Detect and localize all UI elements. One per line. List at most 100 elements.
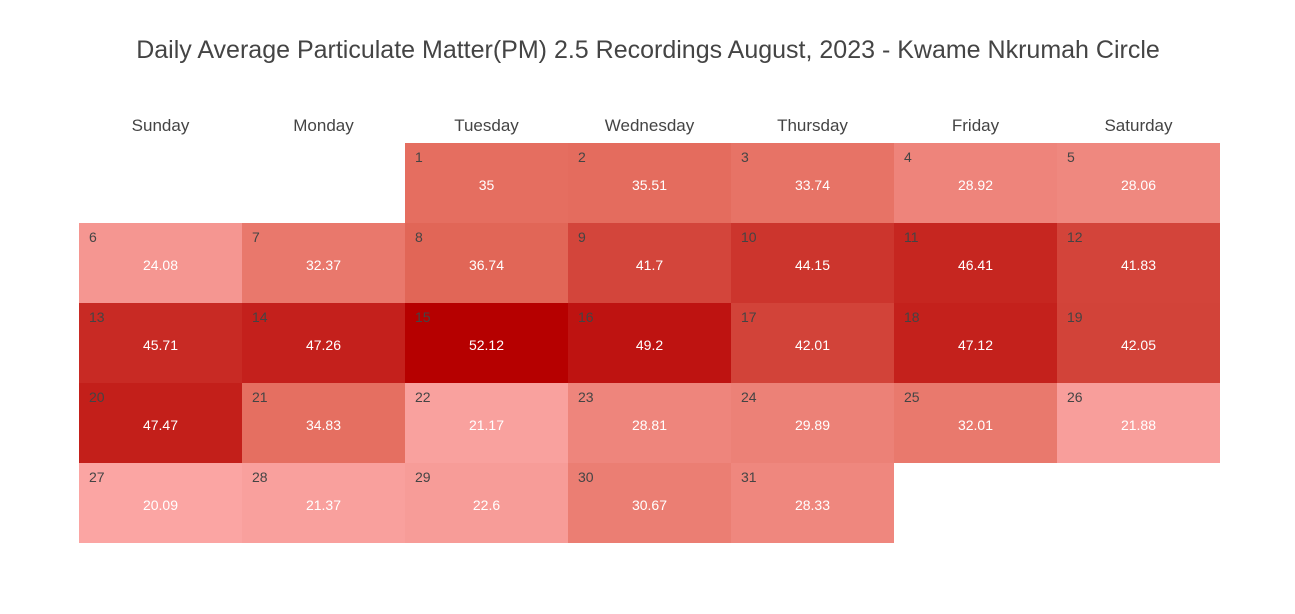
day-cell-9: 941.7: [568, 223, 731, 303]
calendar-grid: 135235.51333.74428.92528.06624.08732.378…: [79, 143, 1220, 543]
day-number-label: 5: [1067, 149, 1075, 165]
day-number-label: 11: [904, 229, 919, 245]
day-cell-15: 15 52.12: [405, 303, 568, 383]
day-number-label: 19: [1067, 309, 1083, 325]
pm25-value-label: 32.01: [958, 417, 993, 433]
pm25-value-label: 41.83: [1121, 257, 1156, 273]
pm25-value-label: 21.37: [306, 497, 341, 513]
day-number-label: 20: [89, 389, 105, 405]
day-cell-23: 23 28.81: [568, 383, 731, 463]
day-number-label: 29: [415, 469, 431, 485]
heat-cell: [405, 143, 568, 223]
day-cell-28: 28 21.37: [242, 463, 405, 543]
day-number-label: 17: [741, 309, 757, 325]
pm25-value-label: 41.7: [636, 257, 663, 273]
day-cell-19: 19 42.05: [1057, 303, 1220, 383]
day-number-label: 8: [415, 229, 423, 245]
pm25-value-label: 49.2: [636, 337, 663, 353]
day-cell-22: 22 21.17: [405, 383, 568, 463]
day-cell-11: 11 46.41: [894, 223, 1057, 303]
heat-cell: [731, 463, 894, 543]
heat-cell: [405, 463, 568, 543]
day-number-label: 28: [252, 469, 268, 485]
pm25-value-label: 28.06: [1121, 177, 1156, 193]
pm25-value-label: 34.83: [306, 417, 341, 433]
pm25-value-label: 28.33: [795, 497, 830, 513]
heat-cell: [1057, 143, 1220, 223]
day-number-label: 4: [904, 149, 912, 165]
heat-cell: [731, 383, 894, 463]
pm25-value-label: 47.26: [306, 337, 341, 353]
day-cell-16: 16 49.2: [568, 303, 731, 383]
day-number-label: 7: [252, 229, 260, 245]
pm25-value-label: 28.81: [632, 417, 667, 433]
day-number-label: 2: [578, 149, 586, 165]
heat-cell: [731, 223, 894, 303]
day-number-label: 22: [415, 389, 431, 405]
day-number-label: 3: [741, 149, 749, 165]
heat-cell: [731, 303, 894, 383]
day-cell-25: 25 32.01: [894, 383, 1057, 463]
day-cell-14: 14 47.26: [242, 303, 405, 383]
weekday-label-friday: Friday: [952, 116, 1000, 135]
day-cell-17: 17 42.01: [731, 303, 894, 383]
heat-cell: [894, 143, 1057, 223]
day-number-label: 26: [1067, 389, 1083, 405]
day-cell-4: 428.92: [894, 143, 1057, 223]
heat-cell: [79, 223, 242, 303]
heat-cell: [1057, 383, 1220, 463]
heat-cell: [568, 223, 731, 303]
heat-cell: [1057, 303, 1220, 383]
weekday-label-thursday: Thursday: [777, 116, 848, 135]
day-cell-30: 30 30.67: [568, 463, 731, 543]
day-cell-13: 13 45.71: [79, 303, 242, 383]
day-number-label: 18: [904, 309, 920, 325]
day-number-label: 15: [415, 309, 431, 325]
day-cell-7: 732.37: [242, 223, 405, 303]
day-number-label: 21: [252, 389, 268, 405]
day-cell-2: 235.51: [568, 143, 731, 223]
heat-cell: [405, 303, 568, 383]
heat-cell: [568, 303, 731, 383]
day-cell-12: 12 41.83: [1057, 223, 1220, 303]
pm25-value-label: 35.51: [632, 177, 667, 193]
pm25-value-label: 22.6: [473, 497, 500, 513]
heat-cell: [1057, 223, 1220, 303]
heat-cell: [894, 303, 1057, 383]
pm25-value-label: 44.15: [795, 257, 830, 273]
day-cell-10: 10 44.15: [731, 223, 894, 303]
heat-cell: [242, 463, 405, 543]
heat-cell: [242, 223, 405, 303]
weekday-label-sunday: Sunday: [132, 116, 190, 135]
pm25-value-label: 33.74: [795, 177, 830, 193]
day-number-label: 1: [415, 149, 423, 165]
pm25-value-label: 21.88: [1121, 417, 1156, 433]
pm25-value-label: 21.17: [469, 417, 504, 433]
day-cell-18: 18 47.12: [894, 303, 1057, 383]
pm25-value-label: 45.71: [143, 337, 178, 353]
weekday-label-wednesday: Wednesday: [605, 116, 695, 135]
pm25-value-label: 35: [479, 177, 495, 193]
pm25-value-label: 52.12: [469, 337, 504, 353]
day-number-label: 13: [89, 309, 105, 325]
day-number-label: 16: [578, 309, 594, 325]
heat-cell: [568, 383, 731, 463]
heat-cell: [405, 383, 568, 463]
pm25-value-label: 30.67: [632, 497, 667, 513]
heat-cell: [894, 383, 1057, 463]
day-number-label: 25: [904, 389, 920, 405]
heat-cell: [242, 303, 405, 383]
day-number-label: 23: [578, 389, 594, 405]
pm25-value-label: 42.01: [795, 337, 830, 353]
weekday-label-monday: Monday: [293, 116, 354, 135]
day-cell-5: 528.06: [1057, 143, 1220, 223]
day-cell-27: 27 20.09: [79, 463, 242, 543]
day-cell-31: 31 28.33: [731, 463, 894, 543]
day-number-label: 6: [89, 229, 97, 245]
chart-title: Daily Average Particulate Matter(PM) 2.5…: [136, 36, 1160, 64]
day-number-label: 12: [1067, 229, 1083, 245]
day-number-label: 30: [578, 469, 594, 485]
day-number-label: 27: [89, 469, 105, 485]
